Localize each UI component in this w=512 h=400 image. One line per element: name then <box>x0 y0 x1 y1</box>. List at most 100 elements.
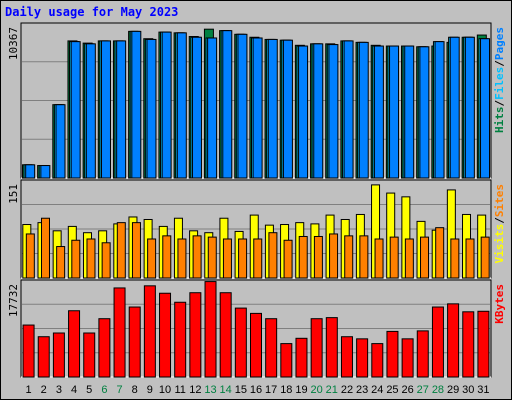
kbytes-bar <box>37 336 50 378</box>
sites-bar <box>420 236 430 279</box>
pages-bar <box>282 39 293 179</box>
x-tick-label: 4 <box>71 384 77 396</box>
sites-bar <box>162 235 172 279</box>
kbytes-bar <box>204 281 217 378</box>
sites-bar <box>56 246 66 279</box>
bottom-legend-label: KBytes <box>493 284 506 324</box>
kbytes-bar <box>128 306 141 378</box>
sites-bar <box>435 227 445 279</box>
kbytes-bar <box>447 303 460 378</box>
sites-bar <box>147 238 157 279</box>
x-tick-label: 22 <box>341 384 353 396</box>
legend-entry: / <box>493 217 506 224</box>
sites-bar <box>329 233 339 279</box>
pages-bar <box>146 38 157 179</box>
x-tick-label: 20 <box>311 384 323 396</box>
pages-bar <box>358 41 369 179</box>
pages-bar <box>464 36 475 179</box>
x-tick-label: 24 <box>371 384 383 396</box>
kbytes-bar <box>371 343 384 378</box>
x-tick-label: 27 <box>417 384 429 396</box>
sites-bar <box>207 236 217 279</box>
pages-bar <box>70 41 81 179</box>
legend-entry: Hits <box>493 107 506 134</box>
middle-ymax-label: 151 <box>7 184 20 204</box>
pages-bar <box>85 43 96 179</box>
kbytes-bar <box>265 318 278 378</box>
kbytes-bar <box>143 285 156 378</box>
sites-bar <box>359 235 369 279</box>
pages-bar <box>343 40 354 179</box>
chart-title: Daily usage for May 2023 <box>5 5 179 19</box>
sites-bar <box>131 222 141 279</box>
legend-entry: Pages <box>493 27 506 60</box>
sites-bar <box>268 232 278 279</box>
kbytes-bar <box>462 311 475 378</box>
sites-bar <box>253 238 263 279</box>
x-tick-label: 9 <box>147 384 153 396</box>
x-tick-label: 6 <box>101 384 107 396</box>
pages-bar <box>434 41 445 179</box>
sites-bar <box>298 235 308 279</box>
sites-bar <box>222 238 232 279</box>
sites-bar <box>177 238 187 279</box>
sites-bar <box>344 235 354 279</box>
pages-bar <box>252 37 263 179</box>
pages-bar <box>328 44 339 179</box>
x-tick-label: 28 <box>432 384 444 396</box>
x-tick-label: 29 <box>447 384 459 396</box>
pages-bar <box>176 32 187 179</box>
kbytes-bar <box>431 306 444 378</box>
sites-bar <box>25 233 35 279</box>
x-tick-label: 23 <box>356 384 368 396</box>
sites-bar <box>192 235 202 279</box>
kbytes-bar <box>98 318 111 378</box>
x-tick-label: 18 <box>280 384 292 396</box>
x-tick-label: 19 <box>295 384 307 396</box>
kbytes-bar <box>310 318 323 378</box>
pages-bar <box>207 37 218 179</box>
sites-bar <box>389 236 399 279</box>
x-tick-label: 26 <box>401 384 413 396</box>
x-tick-label: 12 <box>189 384 201 396</box>
x-tick-label: 15 <box>235 384 247 396</box>
x-tick-label: 25 <box>386 384 398 396</box>
kbytes-bar <box>68 310 81 378</box>
kbytes-bar <box>356 338 369 378</box>
sites-bar <box>465 238 475 279</box>
kbytes-bar <box>325 317 338 378</box>
x-tick-label: 3 <box>56 384 62 396</box>
pages-bar <box>131 30 142 179</box>
sites-bar <box>450 238 460 279</box>
x-tick-label: 2 <box>41 384 47 396</box>
top-ymax-label: 10367 <box>7 27 20 60</box>
sites-bar <box>313 235 323 279</box>
x-tick-label: 16 <box>250 384 262 396</box>
pages-bar <box>373 45 384 179</box>
pages-bar <box>25 164 36 179</box>
top-legend-label: Hits/Files/Pages <box>493 27 506 133</box>
pages-bar <box>313 43 324 179</box>
legend-entry: Visits <box>493 224 506 264</box>
kbytes-bar <box>234 307 247 378</box>
kbytes-bar <box>189 292 202 378</box>
kbytes-bar <box>401 338 414 378</box>
pages-bar <box>480 38 491 179</box>
x-tick-label: 7 <box>116 384 122 396</box>
kbytes-bar <box>174 301 187 378</box>
x-tick-label: 14 <box>220 384 232 396</box>
pages-bar <box>100 40 111 179</box>
pages-bar <box>298 45 309 179</box>
x-tick-label: 11 <box>174 384 185 396</box>
kbytes-bar <box>340 336 353 378</box>
legend-entry: Sites <box>493 184 506 217</box>
legend-entry: Files <box>493 67 506 100</box>
kbytes-bar <box>52 332 65 378</box>
kbytes-bar <box>250 312 262 378</box>
pages-bar <box>389 45 400 179</box>
middle-legend-label: Visits/Sites <box>493 184 506 264</box>
kbytes-bar <box>113 287 126 378</box>
pages-bar <box>404 45 415 179</box>
sites-bar <box>101 242 111 279</box>
